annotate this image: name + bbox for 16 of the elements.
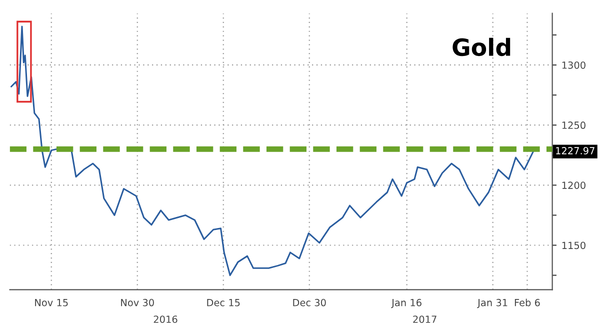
x-tick-label: Feb 6 (514, 298, 540, 306)
y-tick-label: 1200 (562, 182, 586, 189)
y-tick-label: 1300 (562, 61, 586, 69)
x-tick-label: Nov 15 (35, 299, 68, 306)
text: Gold (452, 38, 510, 56)
text: 2016 (154, 316, 178, 323)
x-tick-label: Nov 30 (121, 298, 154, 306)
text: 2017 (413, 316, 436, 323)
y-tick-label: 1150 (562, 242, 586, 250)
annotation: 1227.97 (556, 147, 594, 154)
x-tick-label: Jan 31 (477, 298, 508, 308)
x-tick-label: Dec 30 (293, 298, 326, 306)
x-tick-label: Dec 15 (207, 299, 240, 306)
line-series (10, 26, 534, 276)
y-tick-label: 1250 (562, 122, 586, 129)
x-tick-label: Jan 16 (391, 298, 422, 308)
